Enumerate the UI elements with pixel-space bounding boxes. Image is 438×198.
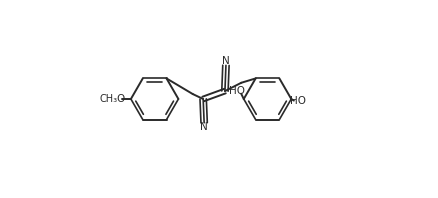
Text: N: N: [222, 56, 230, 66]
Text: HO: HO: [229, 86, 244, 96]
Text: HO: HO: [290, 96, 306, 106]
Text: O: O: [116, 94, 124, 104]
Text: N: N: [200, 122, 208, 132]
Text: CH₃: CH₃: [100, 94, 118, 104]
